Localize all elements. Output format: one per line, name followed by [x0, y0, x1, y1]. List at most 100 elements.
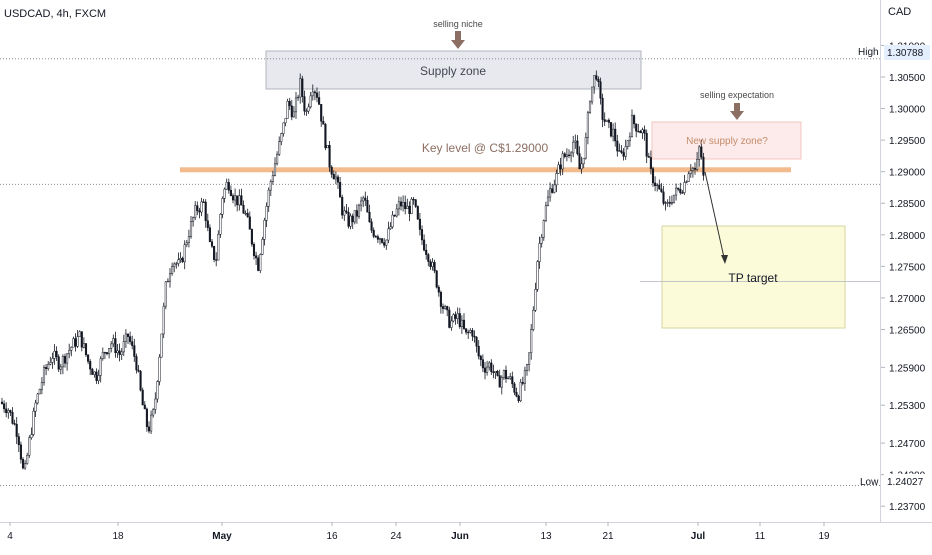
candle-body [341, 197, 344, 216]
candle-body [99, 358, 102, 376]
candle-body [580, 163, 583, 170]
candle-body [530, 329, 533, 354]
candle-body [347, 212, 350, 227]
candle-body [202, 201, 205, 203]
time-tick-label: Jul [691, 531, 706, 542]
candle-body [601, 97, 604, 120]
candle-body [561, 153, 564, 170]
candle-body [441, 306, 445, 309]
candle-body [40, 382, 43, 390]
candle-body [641, 129, 644, 134]
candle-body [420, 229, 424, 241]
symbol-title: USDCAD, 4h, FXCM [4, 8, 107, 20]
candle-body [370, 221, 373, 231]
candle-body [271, 175, 274, 182]
new-supply-zone-label: New supply zone? [686, 136, 768, 147]
candle-body [418, 218, 421, 230]
candle-body [479, 355, 482, 360]
candle-body [507, 377, 510, 380]
candle-body [492, 371, 495, 373]
candle-body [196, 205, 199, 212]
candle-body [171, 266, 174, 274]
supply-zone-box[interactable] [265, 50, 642, 90]
candle-body [355, 210, 358, 217]
candle-body [462, 319, 466, 329]
candle-body [649, 157, 652, 169]
candle-body [553, 184, 556, 193]
candle-body [339, 182, 342, 198]
candle-body [122, 341, 125, 353]
candle-body [183, 244, 186, 263]
new-supply-zone-box[interactable] [651, 121, 802, 160]
candle-body [626, 140, 629, 147]
candle-body [656, 184, 659, 187]
candle-body [404, 201, 407, 210]
candle-body [53, 350, 56, 359]
time-tick-label: 16 [326, 531, 338, 542]
candle-body [498, 375, 501, 388]
candle-body [559, 164, 562, 170]
candle-body [624, 146, 627, 157]
candle-body [523, 370, 526, 384]
candle-body [343, 210, 346, 216]
candle-body [691, 167, 694, 171]
candle-body [42, 367, 46, 383]
candle-body [660, 188, 663, 193]
candle-body [414, 199, 417, 207]
candle-body [538, 243, 541, 262]
candle-body [330, 166, 333, 175]
key-level-line[interactable] [180, 167, 791, 173]
selling-niche-arrow-icon [451, 31, 465, 49]
candle-body [101, 352, 104, 359]
candle-body [124, 333, 127, 342]
candle-body [416, 206, 419, 220]
candle-body [80, 331, 83, 348]
candle-body [696, 159, 699, 170]
candle-body [177, 259, 180, 264]
candle-body [143, 404, 146, 410]
price-tick-label: 1.23700 [889, 502, 926, 513]
tp-target-box[interactable] [661, 225, 846, 329]
candle-body [118, 350, 121, 355]
candle-body [393, 214, 396, 217]
candle-body [645, 133, 648, 157]
time-tick-label: 4 [7, 531, 13, 542]
price-scale[interactable] [881, 0, 932, 550]
candle-body [38, 389, 41, 395]
candle-body [563, 153, 566, 157]
candle-body [471, 330, 474, 337]
candle-body [307, 106, 310, 112]
candle-body [607, 119, 610, 123]
candle-body [431, 262, 434, 267]
candle-body [82, 343, 85, 348]
candle-body [395, 208, 398, 217]
candle-body [475, 336, 478, 347]
candle-body [154, 398, 157, 410]
candle-body [57, 356, 60, 370]
time-tick-label: 11 [755, 531, 766, 542]
candle-body [334, 176, 337, 180]
candle-body [61, 356, 64, 368]
candle-body [578, 153, 581, 170]
candle-body [651, 168, 655, 184]
candle-body [681, 192, 684, 194]
price-tick-label: 1.26500 [889, 325, 926, 336]
candle-body [292, 111, 295, 118]
candle-body [13, 423, 16, 425]
candle-body [509, 376, 512, 379]
candle-body [448, 309, 451, 328]
candle-body [87, 354, 90, 362]
candle-body [565, 154, 568, 157]
candle-body [204, 201, 207, 221]
candle-body [206, 220, 209, 228]
candle-body [36, 393, 39, 404]
candle-body [412, 198, 415, 201]
candle-body [231, 195, 235, 201]
time-tick-label: 24 [390, 531, 402, 542]
price-tick-label: 1.28000 [889, 231, 926, 242]
candle-body [675, 187, 678, 196]
candle-body [244, 212, 247, 215]
candle-body [30, 434, 33, 439]
